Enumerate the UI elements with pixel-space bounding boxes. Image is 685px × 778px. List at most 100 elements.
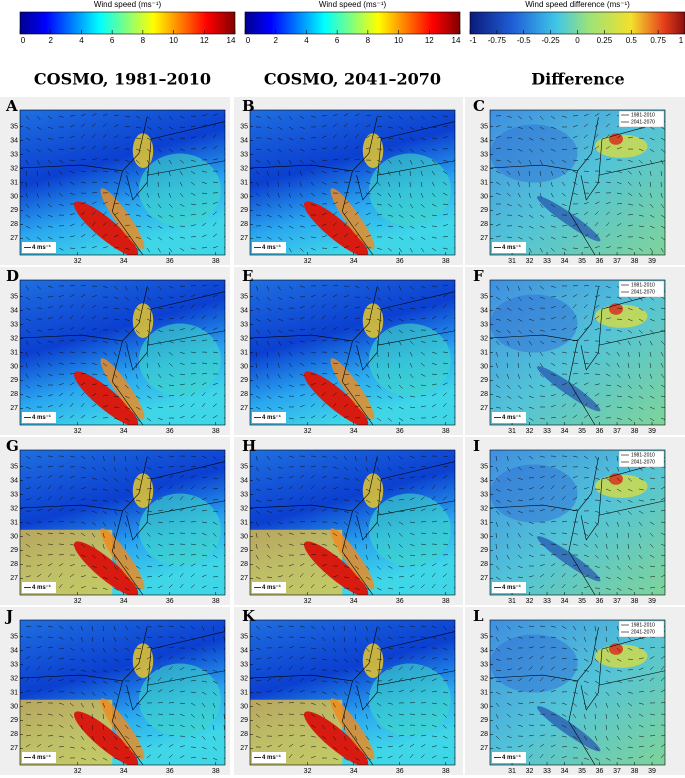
wind-arrow [354, 477, 360, 482]
wind-arrow [605, 543, 608, 549]
wind-arrow [365, 680, 371, 683]
north-high [132, 473, 154, 508]
wind-arrow [102, 576, 108, 580]
wind-arrow [47, 573, 52, 578]
wind-arrow [649, 362, 652, 368]
wind-arrow [36, 181, 38, 187]
wind-arrow [332, 414, 338, 419]
wind-arrow [506, 318, 512, 322]
lat-tick-label: 33 [10, 151, 18, 158]
wind-arrow [146, 754, 151, 759]
wind-arrow [321, 414, 327, 419]
wind-arrow [212, 565, 218, 568]
wind-arrow [343, 543, 347, 549]
wind-arrow [36, 564, 42, 567]
wind-arrow [420, 137, 426, 141]
lat-tick-label: 32 [10, 675, 18, 682]
lat-tick-label: 33 [480, 491, 488, 498]
lat-tick-label: 31 [10, 349, 18, 356]
wind-arrow [168, 236, 174, 240]
wind-arrow [25, 115, 30, 120]
wind-arrow [638, 148, 644, 152]
colorbar-tick-label: 2 [48, 36, 53, 45]
wind-arrow [376, 746, 382, 749]
wind-arrow [594, 305, 600, 309]
wind-arrow [343, 647, 347, 653]
wind-arrow [517, 477, 523, 480]
wind-arrow [409, 532, 415, 536]
legend-box [618, 450, 665, 468]
wind-arrow [572, 543, 578, 546]
wind-arrow [58, 746, 64, 748]
wind-arrow [550, 563, 556, 567]
wind-arrow [299, 373, 305, 376]
lon-tick-label: 35 [578, 428, 586, 435]
wind-arrow [343, 145, 349, 150]
wind-arrow [605, 306, 611, 309]
wind-arrow [168, 754, 173, 759]
wind-arrow [102, 724, 105, 730]
wind-arrow [201, 455, 207, 459]
lon-tick-label: 39 [648, 598, 656, 605]
wind-arrow [409, 406, 415, 408]
lat-tick-label: 28 [240, 731, 248, 738]
wind-arrow [212, 113, 218, 117]
wind-arrow [135, 225, 141, 227]
wind-arrow [299, 340, 305, 343]
wind-arrow [201, 392, 206, 397]
wind-arrow [124, 181, 129, 186]
wind-arrow [583, 543, 589, 548]
wind-arrow [135, 181, 139, 187]
scale-box [492, 412, 526, 423]
wind-arrow [146, 329, 152, 334]
wind-arrow [201, 713, 205, 719]
wind-arrow [539, 247, 543, 253]
wind-arrow [506, 713, 511, 718]
wind-arrow [539, 543, 545, 546]
wind-arrow [550, 373, 556, 376]
coastline [20, 287, 225, 425]
wind-arrow [453, 224, 455, 227]
wind-arrow [583, 625, 586, 631]
legend-box [618, 620, 665, 638]
wind-arrow [387, 351, 389, 357]
wind-arrow [638, 554, 643, 560]
wind-arrow [453, 136, 455, 139]
colorbar-tick-label: 0.75 [650, 36, 666, 45]
wind-arrow [91, 123, 96, 128]
wind-arrow [354, 362, 359, 367]
wind-arrow [179, 383, 185, 386]
wind-arrow [638, 755, 644, 759]
wind-arrow [80, 757, 86, 760]
wind-arrow [495, 307, 501, 310]
wind-arrow [495, 213, 501, 216]
wind-arrow [409, 373, 414, 379]
wind-arrow [495, 135, 501, 139]
wind-arrow [365, 565, 370, 570]
wind-arrow [47, 496, 52, 501]
wind-arrow [431, 247, 437, 252]
wind-arrow [605, 702, 608, 708]
jet-core [74, 371, 139, 425]
lat-tick-label: 28 [10, 561, 18, 568]
wind-arrow [146, 521, 152, 525]
wind-arrow [354, 113, 360, 117]
wind-arrow [332, 146, 338, 150]
lon-tick-label: 37 [613, 598, 621, 605]
scale-box [252, 242, 286, 253]
wind-arrow [190, 756, 196, 759]
wind-arrow [594, 315, 600, 320]
wind-arrow [310, 520, 316, 523]
lon-tick-label: 33 [543, 768, 551, 775]
wind-arrow [398, 192, 401, 198]
wind-arrow [168, 543, 174, 546]
wind-arrow [343, 757, 349, 761]
wind-arrow [420, 656, 426, 660]
wind-arrow [102, 394, 108, 397]
wind-arrow [135, 340, 139, 346]
wind-arrow [517, 159, 522, 165]
wind-arrow [266, 115, 272, 120]
wind-arrow [616, 406, 622, 408]
wind-arrow [572, 213, 578, 216]
lat-tick-label: 34 [240, 648, 248, 655]
